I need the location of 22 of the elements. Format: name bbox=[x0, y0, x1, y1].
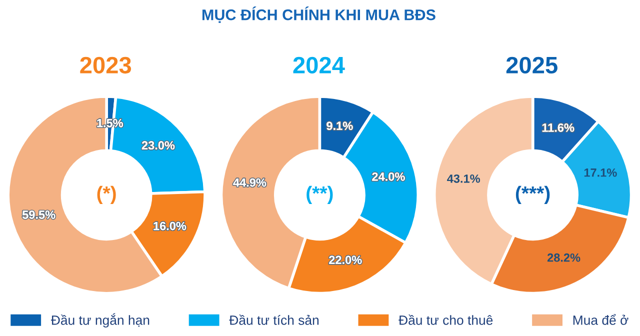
text: (***) bbox=[516, 186, 550, 204]
chart-title: MỤC ĐÍCH CHÍNH KHI MUA BĐS bbox=[202, 6, 436, 23]
data-label: 22.0% bbox=[329, 256, 362, 264]
chart-subtitle: 2023 bbox=[80, 56, 132, 74]
legend-label: Mua để ở bbox=[573, 314, 628, 325]
text: (**) bbox=[306, 186, 333, 204]
legend-label: Đầu tư ngắn hạn bbox=[51, 313, 150, 328]
data-label: 23.0% bbox=[142, 141, 175, 150]
data-label: 17.1% bbox=[584, 168, 617, 177]
data-label: 43.1% bbox=[447, 174, 480, 183]
data-label: 16.0% bbox=[154, 222, 186, 230]
data-label: 44.9% bbox=[233, 178, 266, 187]
data-label: 11.6% bbox=[542, 123, 574, 132]
data-label: 28.2% bbox=[547, 253, 580, 262]
data-label: 9.1% bbox=[326, 122, 353, 130]
data-label: 24.0% bbox=[372, 172, 405, 181]
chart-subtitle: 2024 bbox=[293, 56, 345, 74]
data-label: 59.5% bbox=[22, 210, 56, 219]
chart-subtitle: 2025 bbox=[506, 56, 558, 74]
text: (*) bbox=[97, 186, 116, 204]
legend-label: Đầu tư cho thuê bbox=[398, 314, 493, 325]
legend-label: Đầu tư tích sản bbox=[229, 314, 319, 325]
